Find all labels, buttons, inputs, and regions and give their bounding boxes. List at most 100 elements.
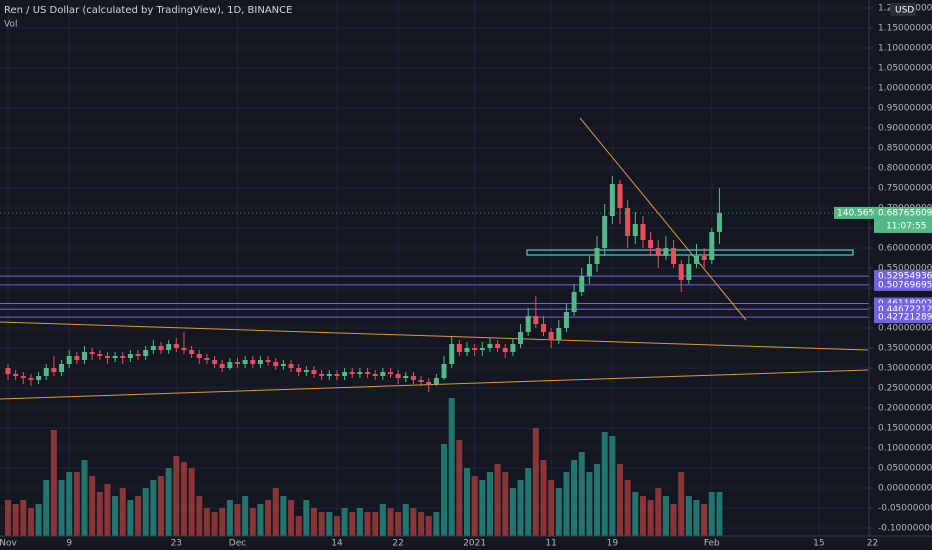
candle-body: [104, 356, 110, 358]
y-tick-label: 1.05000000: [878, 64, 932, 74]
candle-body: [464, 348, 470, 352]
candle-body: [59, 364, 65, 372]
volume-bar: [135, 496, 142, 536]
volume-bar: [242, 496, 249, 536]
volume-bar: [525, 468, 532, 536]
candle-body: [97, 354, 103, 356]
volume-bar: [693, 500, 700, 536]
candle-body: [709, 232, 715, 260]
volume-bar: [226, 500, 233, 536]
candle-body: [166, 344, 172, 350]
candle-body: [219, 364, 225, 368]
volume-bar: [601, 432, 608, 536]
candle-body: [563, 312, 569, 328]
candle-body: [43, 368, 49, 376]
volume-bar: [127, 500, 134, 536]
volume-bar: [150, 480, 157, 536]
volume-bar: [318, 512, 325, 536]
last-price-box: [874, 206, 932, 233]
y-tick-label: 0.35000000: [878, 344, 932, 354]
candle-body: [112, 356, 118, 358]
volume-bar: [433, 512, 440, 536]
currency-box: [890, 3, 916, 16]
candle-body: [311, 370, 317, 374]
candle-body: [525, 316, 531, 332]
volume-bar: [219, 508, 226, 536]
candle-body: [227, 362, 233, 368]
volume-bar: [609, 436, 616, 536]
volume-bar: [295, 516, 302, 536]
volume-bar: [12, 504, 19, 536]
y-tick-label: 0.30000000: [878, 364, 932, 374]
candle-body: [28, 378, 34, 380]
candle-body: [395, 374, 401, 378]
candle-body: [617, 184, 623, 208]
candle-body: [66, 356, 72, 364]
candle-body: [609, 184, 615, 216]
volume-bar: [81, 460, 88, 536]
volume-bar: [50, 430, 57, 536]
candle-body: [143, 350, 149, 356]
volume-bar: [517, 480, 524, 536]
candle-body: [694, 256, 699, 264]
volume-bar: [249, 508, 256, 536]
chart-title: Ren / US Dollar (calculated by TradingVi…: [4, 5, 292, 16]
candle-body: [426, 382, 432, 384]
volume-bar: [509, 488, 516, 536]
volume-bar: [104, 484, 111, 536]
candle-body: [548, 332, 554, 340]
candle-body: [173, 344, 179, 348]
volume-bar: [58, 480, 65, 536]
level-label: 0.44672212: [878, 305, 932, 315]
candle-body: [433, 378, 439, 384]
candle-body: [671, 248, 677, 264]
volume-bar: [670, 504, 677, 536]
y-tick-label: 0.95000000: [878, 104, 932, 114]
volume-bar: [464, 468, 470, 536]
volume-bar: [288, 500, 295, 536]
volume-bar: [234, 504, 241, 536]
volume-bar: [471, 476, 478, 536]
candle-body: [20, 376, 26, 378]
candle-body: [502, 348, 508, 352]
candle-body: [586, 264, 592, 276]
volume-bar: [379, 504, 386, 536]
candle-body: [89, 352, 95, 354]
currency-label: USD: [895, 6, 914, 16]
candle-body: [296, 368, 302, 372]
change-label: 140.56%: [837, 208, 877, 218]
volume-bar: [617, 464, 623, 536]
candle-body: [632, 224, 638, 236]
candle-body: [594, 248, 600, 264]
candle-body: [326, 374, 332, 376]
candle-body: [701, 256, 707, 260]
candle-body: [150, 346, 156, 350]
y-tick-label: -0.10000000: [878, 524, 932, 534]
volume-bar: [96, 492, 103, 536]
volume-bar: [257, 504, 264, 536]
candle-body: [280, 364, 286, 366]
volume-bar: [119, 488, 126, 536]
volume-bar: [142, 488, 149, 536]
candle-body: [120, 356, 126, 358]
candle-body: [235, 362, 240, 364]
candle-body: [349, 372, 355, 374]
y-tick-label: 0.25000000: [878, 384, 932, 394]
candle-body: [449, 344, 455, 364]
volume-bar: [441, 444, 448, 536]
countdown: 11:07:55: [886, 221, 926, 231]
volume-bar: [173, 456, 180, 536]
volume-bar: [20, 500, 27, 536]
y-tick-label: 0.10000000: [878, 444, 932, 454]
level-label-box: [874, 311, 932, 324]
y-tick-label: 0.15000000: [878, 424, 932, 434]
volume-bar: [708, 492, 715, 536]
volume-bar: [486, 472, 493, 536]
y-tick-label: -0.05000000: [878, 504, 932, 514]
x-tick-label: 15: [813, 539, 824, 549]
candle-body: [441, 364, 447, 378]
x-tick-label: 22: [392, 539, 403, 549]
volume-bar: [456, 440, 463, 536]
candle-body: [181, 348, 187, 350]
